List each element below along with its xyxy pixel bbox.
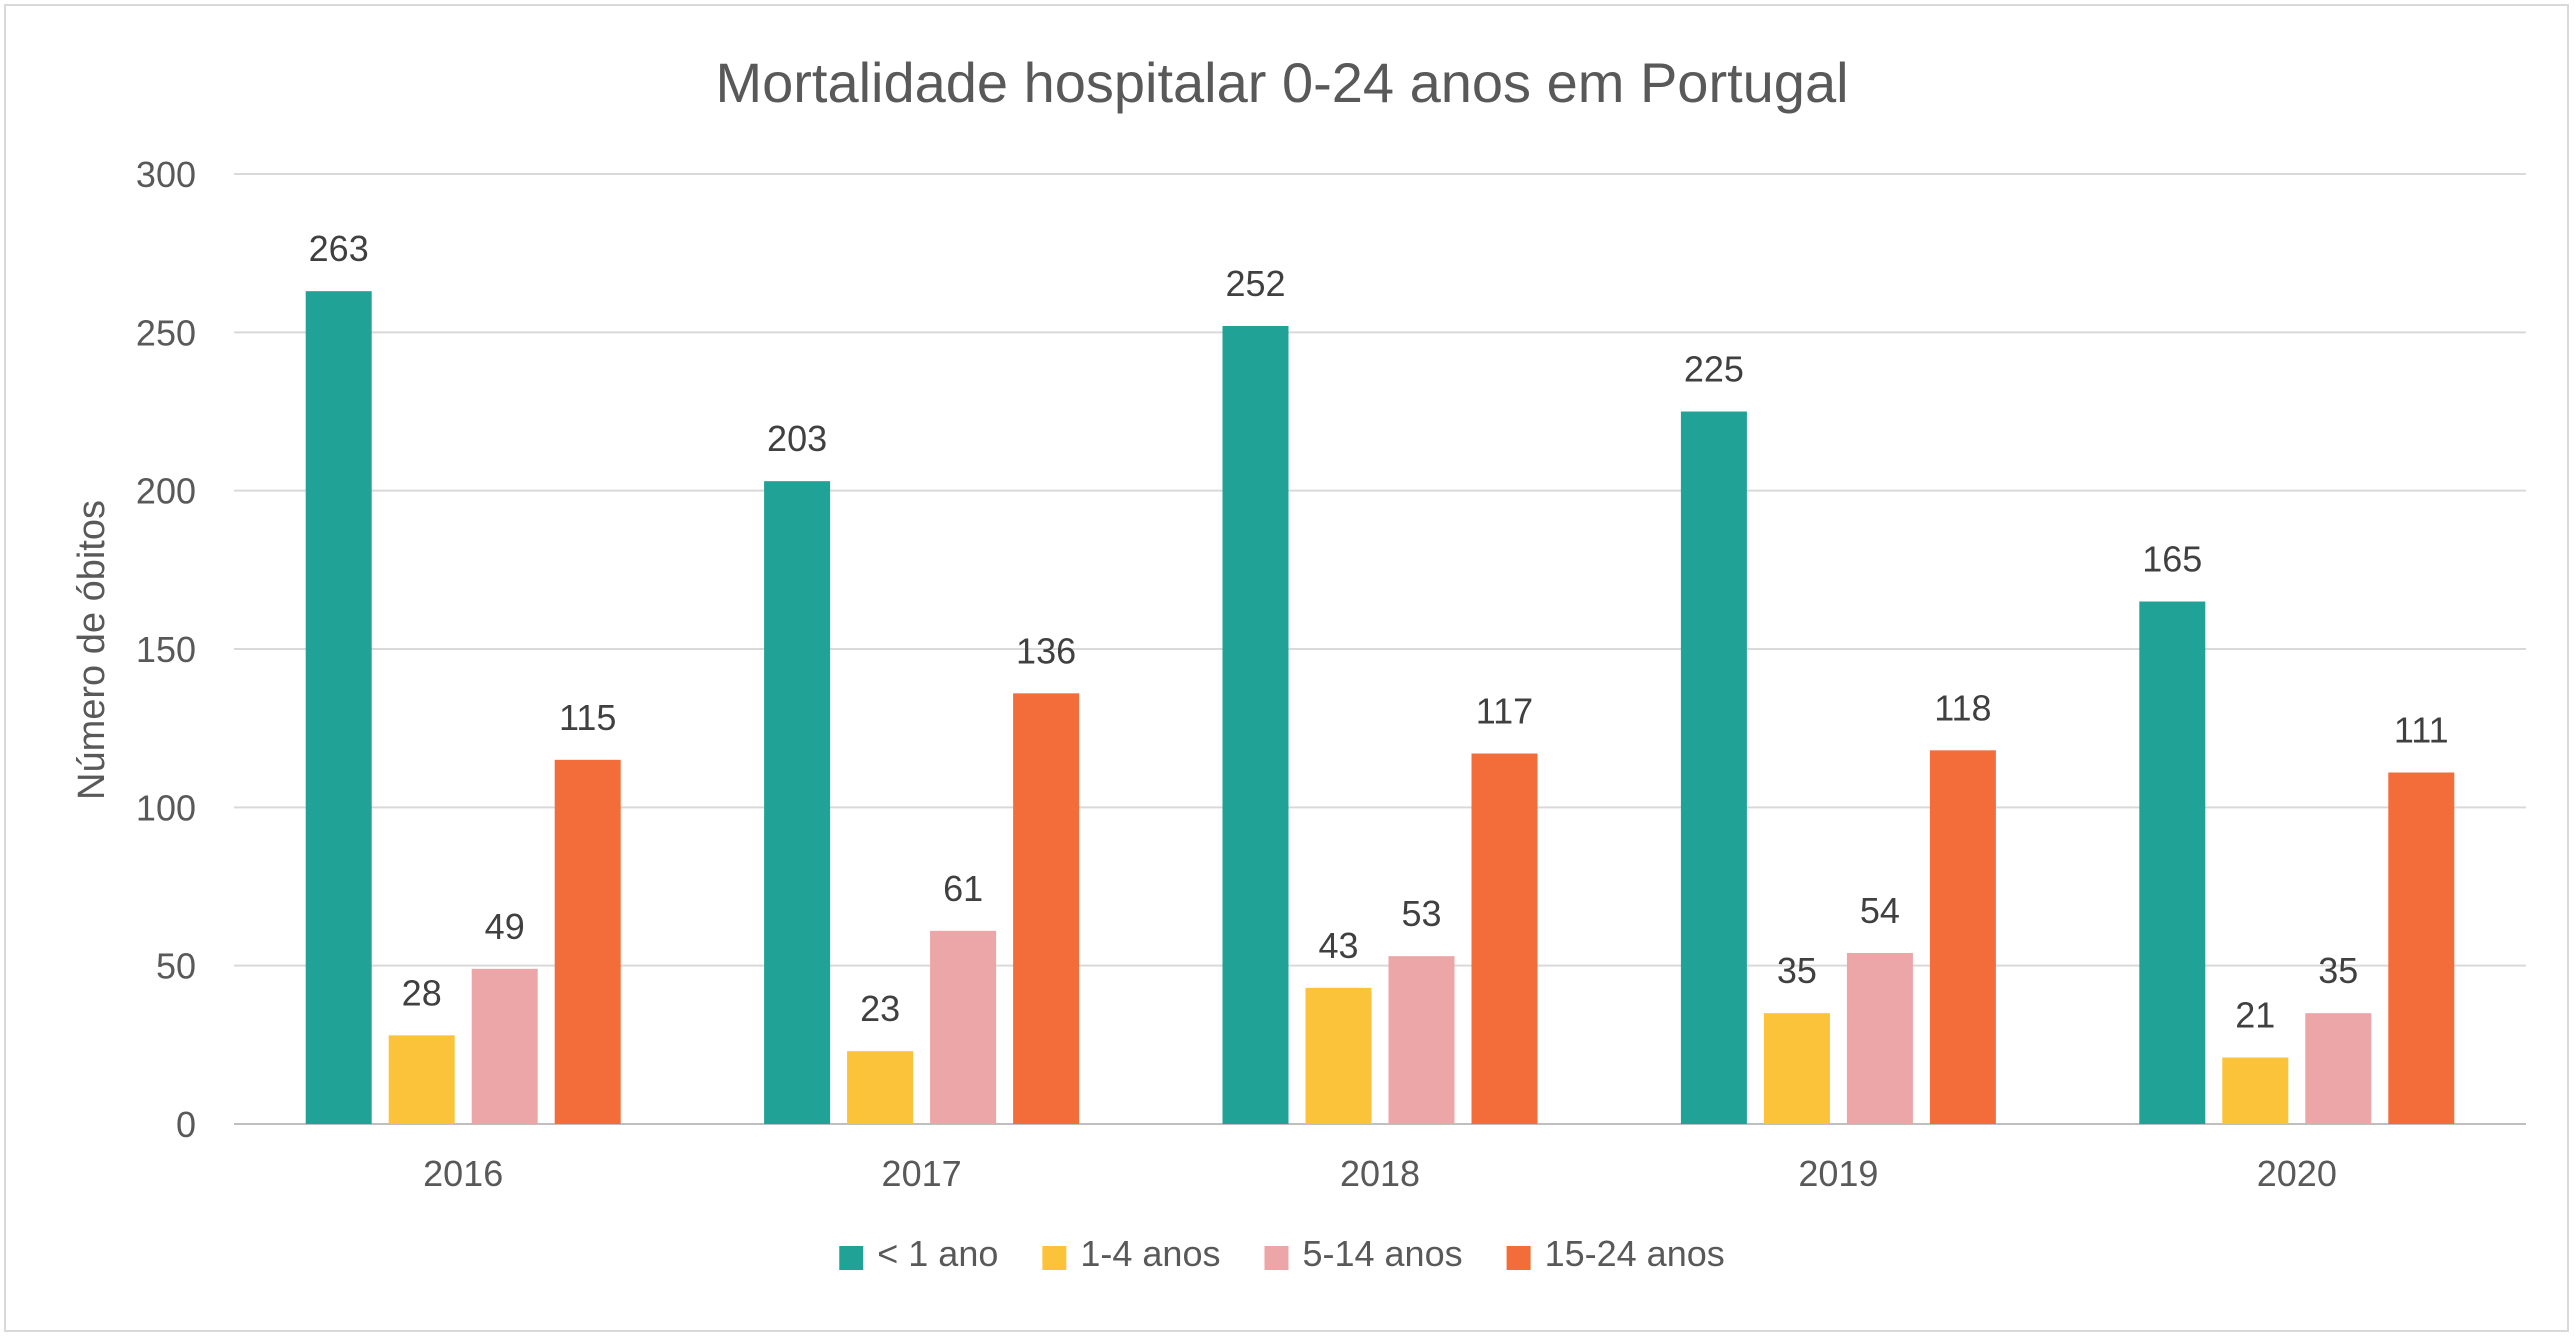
legend-item: 5-14 anos [1264,1233,1463,1274]
legend: < 1 ano 1-4 anos 5-14 anos 15-24 anos [839,1233,1725,1274]
bar [764,481,831,1125]
y-tick-label: 200 [136,471,196,512]
bar [1929,750,1996,1124]
legend-label: < 1 ano [877,1233,998,1274]
bar [1305,987,1372,1124]
data-label: 136 [1016,630,1076,671]
x-tick-label: 2019 [1798,1153,1878,1194]
data-label: 111 [2394,710,2449,751]
x-tick-label: 2016 [423,1153,503,1194]
data-label: 23 [860,988,900,1029]
data-labels: 263 28 49 115 203 23 61 136 252 43 53 117 225 35 54 118… [309,228,2449,1035]
bar [554,759,621,1124]
bar [388,1035,455,1124]
data-label: 21 [2235,995,2275,1036]
x-axis-ticks: 2016 2017 2018 2019 2020 [423,1153,2337,1194]
legend-label: 5-14 anos [1302,1233,1462,1274]
legend-item: 1-4 anos [1042,1233,1220,1274]
bar [1471,753,1538,1124]
bar [2388,772,2455,1124]
legend-swatch [1264,1246,1289,1270]
bars [305,291,2455,1125]
legend-label: 15-24 anos [1545,1233,1725,1274]
y-axis-label: Número de óbitos [71,500,113,800]
bar [847,1051,914,1124]
bar [305,291,372,1125]
x-tick-label: 2018 [1340,1153,1420,1194]
bar [2305,1013,2372,1124]
y-tick-label: 0 [176,1104,196,1145]
data-label: 35 [2318,950,2358,991]
bar [1222,326,1289,1124]
data-label: 54 [1860,890,1900,931]
data-label: 49 [485,906,525,947]
data-label: 165 [2142,539,2202,580]
legend-swatch [1506,1246,1531,1270]
data-label: 53 [1401,893,1441,934]
x-tick-label: 2017 [882,1153,962,1194]
y-tick-label: 150 [136,629,196,670]
data-label: 61 [943,868,983,909]
data-label: 43 [1318,925,1358,966]
legend-label: 1-4 anos [1080,1233,1220,1274]
data-label: 117 [1476,691,1533,732]
data-label: 225 [1684,349,1744,390]
bar [2139,601,2206,1124]
data-label: 28 [402,972,442,1013]
legend-swatch [839,1246,864,1270]
bar-chart: Mortalidade hospitalar 0-24 anos em Port… [71,51,2526,1274]
data-label: 115 [559,697,616,738]
data-label: 252 [1225,263,1285,304]
bar [1388,956,1455,1124]
y-axis-ticks: 0 50 100 150 200 250 300 [136,154,196,1145]
y-tick-label: 300 [136,154,196,195]
bar [1680,411,1747,1124]
chart-title: Mortalidade hospitalar 0-24 anos em Port… [715,51,1848,114]
chart-frame: Mortalidade hospitalar 0-24 anos em Port… [4,4,2569,1332]
legend-item: 15-24 anos [1506,1233,1725,1274]
bar [1763,1013,1830,1124]
x-tick-label: 2020 [2257,1153,2337,1194]
y-tick-label: 50 [156,946,196,987]
data-label: 203 [767,418,827,459]
bar [471,968,538,1124]
legend-swatch [1042,1246,1067,1270]
y-tick-label: 250 [136,312,196,353]
y-tick-label: 100 [136,787,196,828]
data-label: 263 [309,228,369,269]
legend-item: < 1 ano [839,1233,998,1274]
bar [1846,953,1913,1124]
data-label: 35 [1777,950,1817,991]
bar [930,930,997,1124]
data-label: 118 [1934,687,1991,728]
bar [1013,693,1080,1124]
bar [2222,1057,2289,1124]
